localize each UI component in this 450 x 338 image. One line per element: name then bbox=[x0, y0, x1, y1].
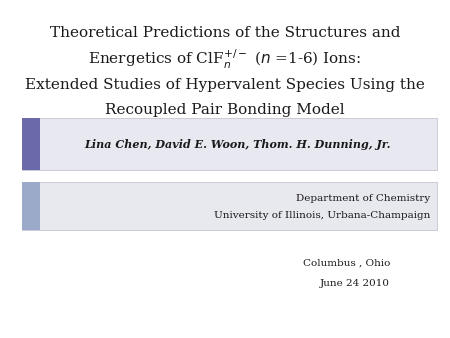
Text: Recoupled Pair Bonding Model: Recoupled Pair Bonding Model bbox=[105, 103, 345, 117]
Text: Lina Chen, David E. Woon, Thom. H. Dunning, Jr.: Lina Chen, David E. Woon, Thom. H. Dunni… bbox=[85, 139, 391, 149]
Text: June 24 2010: June 24 2010 bbox=[320, 279, 390, 288]
Text: Energetics of ClF$_n^{+/-}$ ($n$ =1-6) Ions:: Energetics of ClF$_n^{+/-}$ ($n$ =1-6) I… bbox=[88, 47, 362, 71]
Text: University of Illinois, Urbana-Champaign: University of Illinois, Urbana-Champaign bbox=[214, 211, 430, 220]
Bar bbox=[22, 182, 40, 230]
Bar bbox=[22, 182, 437, 230]
Text: Extended Studies of Hypervalent Species Using the: Extended Studies of Hypervalent Species … bbox=[25, 78, 425, 92]
Bar bbox=[22, 118, 437, 170]
Text: Theoretical Predictions of the Structures and: Theoretical Predictions of the Structure… bbox=[50, 26, 400, 40]
Bar bbox=[22, 118, 40, 170]
Text: Columbus , Ohio: Columbus , Ohio bbox=[302, 259, 390, 267]
Text: Department of Chemistry: Department of Chemistry bbox=[296, 194, 430, 203]
